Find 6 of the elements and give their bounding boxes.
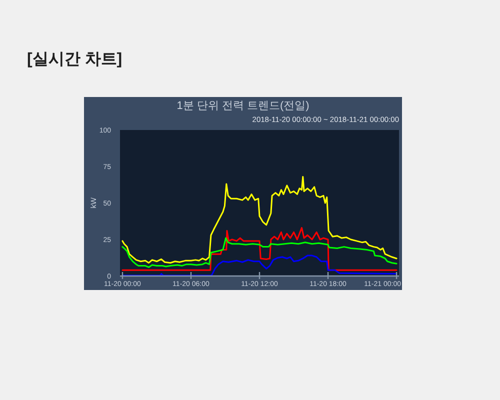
line-series [122,237,398,268]
chart-title: 1분 단위 전력 트렌드(전일) [176,100,310,112]
line-series [122,254,398,276]
line-series [122,176,398,264]
line-series [122,227,398,271]
text: [실시간 차트] [27,51,122,68]
